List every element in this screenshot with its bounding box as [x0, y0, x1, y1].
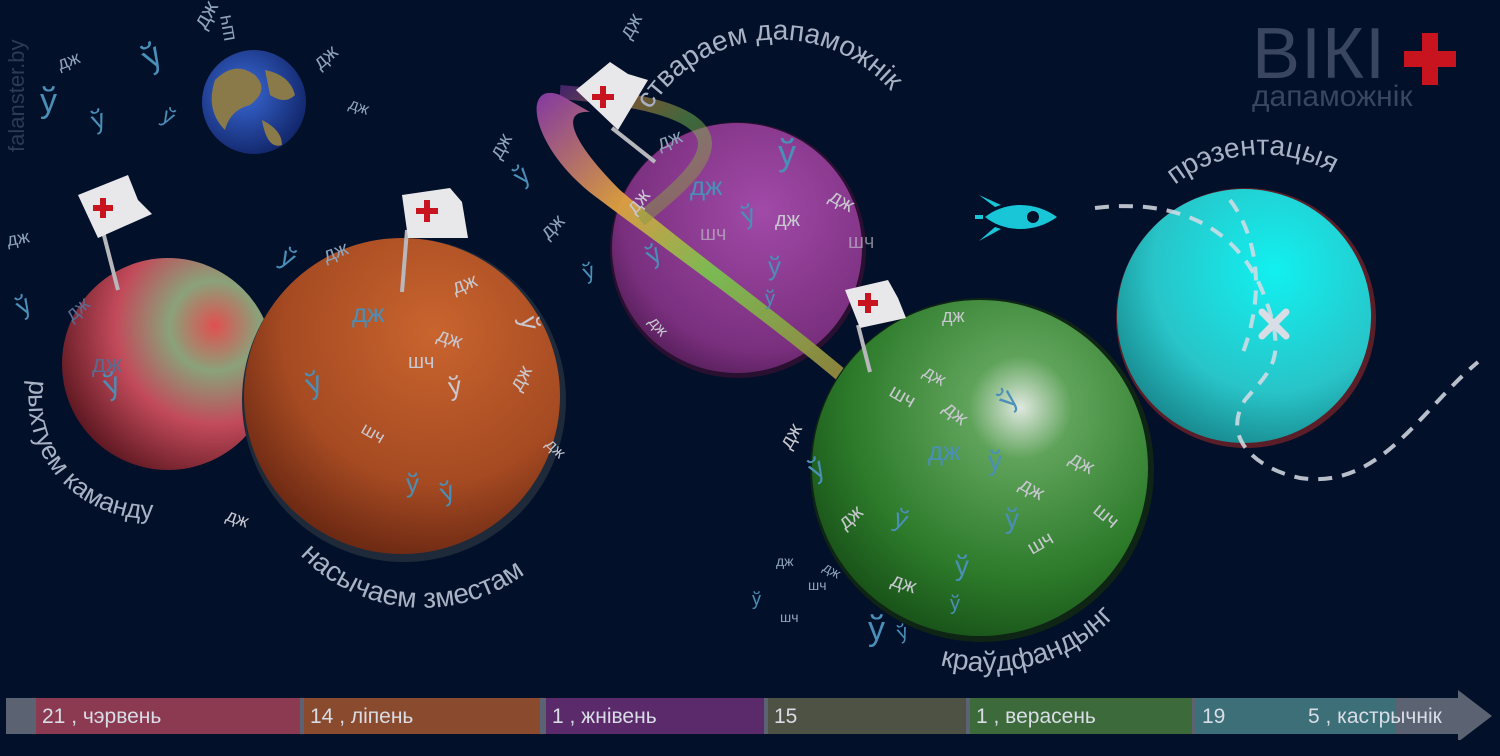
logo-subtitle: дапаможнік: [1252, 80, 1413, 113]
letter: дж: [92, 351, 122, 378]
trajectory-path: [1094, 198, 1480, 482]
letter: дж: [536, 210, 570, 244]
letter: ў: [868, 610, 885, 648]
red-cross-icon: [1404, 33, 1456, 85]
letter: дж: [928, 436, 961, 466]
letter: ў: [778, 132, 796, 173]
timeline-segment: 14 , ліпень: [304, 698, 540, 734]
letter: ў: [950, 593, 960, 615]
letter: дж: [615, 9, 647, 42]
letter: ў: [768, 251, 781, 281]
stage-label-presentation: прэзентацыя: [1160, 129, 1344, 189]
letter: ў: [406, 468, 419, 498]
letter: ў: [87, 103, 109, 136]
letter: ў: [988, 445, 1002, 476]
site-watermark: falanster.by: [2, 12, 32, 152]
timeline-segment: 19: [1196, 698, 1396, 734]
letter: дж: [776, 553, 794, 569]
flag-icon: [78, 175, 152, 291]
destination-x-icon: [1258, 308, 1290, 340]
letter: дж: [690, 171, 723, 201]
letter: шч: [700, 223, 726, 245]
planet-presentation: [1116, 188, 1376, 448]
letter: шч: [780, 609, 799, 625]
timeline-segment: 15: [768, 698, 966, 734]
letter: ў: [10, 289, 36, 321]
timeline: 21 , чэрвень 14 , ліпень 1 , жнівень 15 …: [6, 690, 1496, 740]
letter: ў: [40, 82, 57, 120]
letter: шч: [408, 351, 434, 373]
letter: дж: [55, 47, 83, 74]
letter: дж: [309, 40, 343, 73]
letter: ў: [507, 159, 536, 190]
letter: дж: [942, 306, 965, 326]
planet-guide: [536, 85, 875, 400]
letter: ў: [275, 241, 301, 273]
flag-icon: [845, 280, 906, 373]
timeline-segment: 1 , верасень: [970, 698, 1192, 734]
letter: шч: [214, 13, 240, 43]
letter: ў: [1005, 503, 1019, 534]
letter: дж: [352, 298, 385, 328]
flag-icon: [400, 188, 468, 293]
timeline-segment: 21 , чэрвень: [36, 698, 300, 734]
stage-label-guide: ствараем дапаможнік: [629, 14, 910, 113]
letter: ў: [765, 288, 775, 310]
letter: ў: [514, 314, 546, 332]
letter: дж: [775, 209, 801, 231]
planet-content: [242, 238, 566, 562]
letter: дж: [821, 559, 845, 582]
site-text: falanster.by: [4, 39, 29, 152]
letter: дж: [5, 226, 31, 250]
timeline-segment: 1 , жнівень: [546, 698, 764, 734]
letter: ў: [579, 257, 598, 284]
letter: дж: [224, 505, 252, 532]
logo-wiki-text: ВІКІ: [1252, 14, 1386, 94]
letter: ў: [752, 589, 761, 609]
logo: ВІКІ дапаможнік: [1252, 18, 1482, 118]
letter: ў: [446, 370, 464, 402]
letter: шч: [848, 231, 874, 253]
letter: ў: [158, 103, 180, 130]
planet-team: [62, 258, 274, 470]
letter: дж: [347, 96, 372, 119]
letter: дж: [485, 129, 517, 162]
rocket-icon: [975, 195, 1057, 241]
letter: дж: [775, 419, 807, 452]
planet-crowdfunding: [810, 298, 1154, 642]
timeline-end-label: 5 , кастрычнік: [1308, 705, 1442, 728]
earth-planet: [202, 50, 306, 154]
flag-icon: [576, 62, 657, 164]
letter: ў: [135, 36, 169, 77]
letter: шч: [808, 577, 827, 593]
letter: ў: [955, 550, 969, 581]
